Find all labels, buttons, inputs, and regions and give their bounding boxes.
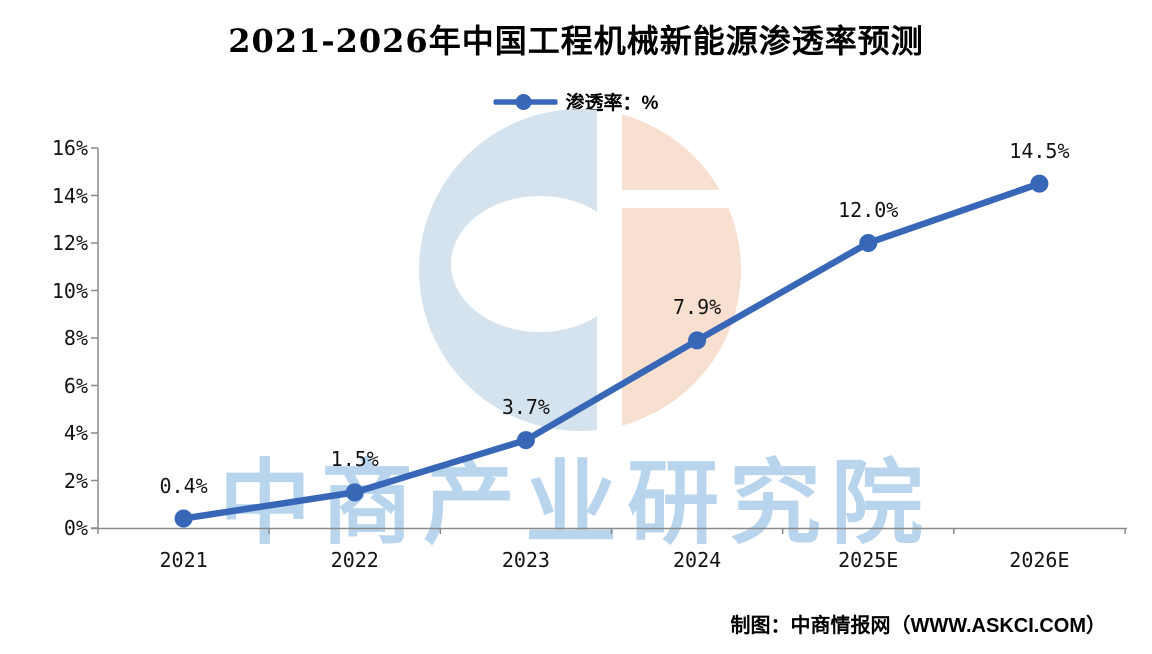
axes bbox=[91, 147, 1127, 534]
watermark-logo-hole bbox=[451, 196, 629, 332]
x-category-label: 2026E bbox=[1009, 548, 1070, 572]
data-label: 0.4% bbox=[159, 473, 208, 498]
y-tick-label: 4% bbox=[63, 421, 88, 445]
y-tick-label: 6% bbox=[63, 373, 88, 398]
data-label: 7.9% bbox=[672, 295, 722, 320]
legend: 渗透率：% bbox=[493, 88, 659, 115]
y-tick-label: 10% bbox=[51, 278, 88, 303]
data-label: 14.5% bbox=[1009, 138, 1070, 163]
data-label: 12.0% bbox=[838, 198, 899, 222]
y-tick-label: 0% bbox=[63, 516, 88, 540]
footer-credit: 制图：中商情报网（WWW.ASKCI.COM） bbox=[730, 615, 1106, 637]
data-label: 1.5% bbox=[330, 447, 379, 472]
x-category-label: 2022 bbox=[330, 548, 379, 572]
x-category-label: 2021 bbox=[159, 548, 208, 572]
data-label: 3.7% bbox=[501, 395, 550, 420]
y-tick-label: 2% bbox=[63, 468, 88, 493]
x-category-label: 2024 bbox=[672, 548, 722, 572]
chart-title: 2021-2026年中国工程机械新能源渗透率预测 bbox=[228, 22, 924, 60]
watermark-logo-peach-bottom bbox=[622, 208, 741, 426]
y-tick-label: 8% bbox=[63, 326, 88, 350]
watermark-logo-peach-top bbox=[622, 114, 720, 190]
series-penetration-rate bbox=[174, 174, 1049, 528]
legend-label: 渗透率：% bbox=[565, 93, 659, 114]
y-tick-label: 16% bbox=[51, 136, 88, 160]
x-category-label: 2025E bbox=[838, 548, 899, 572]
legend-line-marker-icon bbox=[493, 93, 558, 110]
y-tick-label: 14% bbox=[51, 183, 88, 208]
watermark-text: 中商产业研究院 bbox=[218, 453, 934, 555]
x-category-label: 2023 bbox=[501, 548, 550, 572]
y-tick-label: 12% bbox=[51, 231, 88, 255]
watermark-logo bbox=[419, 109, 741, 431]
